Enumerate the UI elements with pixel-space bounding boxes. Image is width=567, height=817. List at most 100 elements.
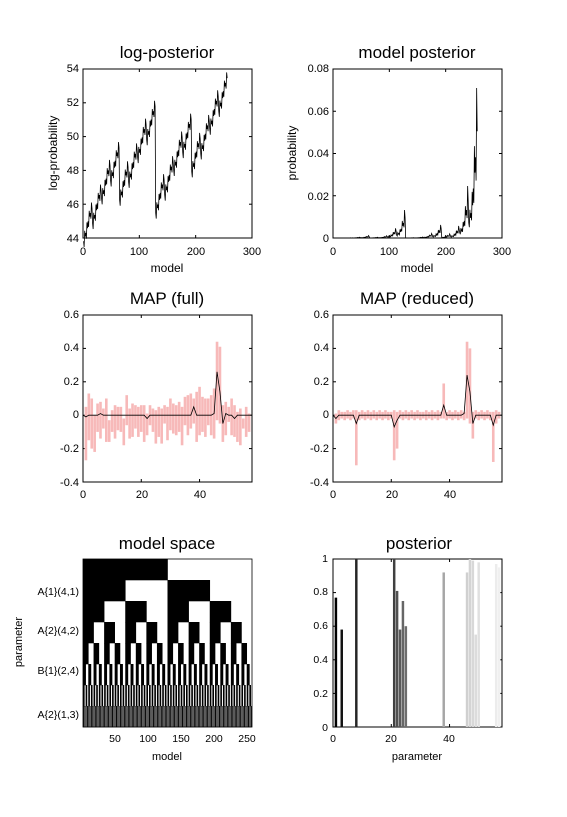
y-tick-label: 0 bbox=[323, 409, 329, 421]
heatmap-cell bbox=[94, 643, 100, 664]
y-tick-label: 44 bbox=[67, 233, 79, 245]
x-tick-label: 20 bbox=[385, 733, 397, 745]
heatmap-cell bbox=[83, 664, 86, 685]
heatmap-cell bbox=[83, 643, 89, 664]
heatmap-cell bbox=[99, 706, 100, 727]
heatmap-cell bbox=[219, 706, 220, 727]
ci-bar bbox=[93, 415, 96, 452]
heatmap-cell bbox=[120, 706, 121, 727]
heatmap-cell bbox=[152, 685, 154, 706]
axes-frame bbox=[83, 69, 252, 238]
heatmap-cell bbox=[127, 706, 128, 727]
posterior-bar bbox=[477, 562, 479, 727]
chart-title: model posterior bbox=[358, 43, 476, 62]
heatmap-cell bbox=[103, 706, 104, 727]
heatmap-cell bbox=[92, 706, 93, 727]
plot-area bbox=[333, 315, 502, 482]
heatmap-cell bbox=[236, 685, 238, 706]
chart-title: MAP (full) bbox=[130, 289, 204, 308]
heatmap-cell bbox=[142, 706, 143, 727]
heatmap-cell bbox=[231, 664, 234, 685]
heatmap-cell bbox=[175, 685, 177, 706]
heatmap-cell bbox=[239, 685, 241, 706]
ci-bar bbox=[166, 407, 169, 440]
panel-map-full: MAP (full) 0 20 40 -0.4 -0.2 0 0.2 0.4 0… bbox=[60, 289, 252, 501]
heatmap-cell bbox=[160, 685, 162, 706]
heatmap-cell bbox=[194, 685, 196, 706]
ci-bar bbox=[90, 399, 93, 449]
heatmap-cell bbox=[178, 706, 179, 727]
heatmap-cell bbox=[123, 685, 125, 706]
heatmap-cell bbox=[88, 664, 91, 685]
heatmap-cell bbox=[160, 706, 161, 727]
heatmap-cell bbox=[201, 706, 202, 727]
heatmap-cell bbox=[249, 706, 250, 727]
heatmap-cell bbox=[133, 685, 135, 706]
ci-bar bbox=[448, 410, 451, 418]
heatmap-cell bbox=[113, 706, 114, 727]
heatmap-cell bbox=[194, 664, 197, 685]
heatmap-cell bbox=[173, 685, 175, 706]
heatmap-cell bbox=[212, 706, 213, 727]
plot-area bbox=[333, 69, 502, 238]
ci-bar bbox=[204, 399, 207, 437]
heatmap-cell bbox=[190, 706, 191, 727]
heatmap-cell bbox=[150, 706, 151, 727]
ci-bar bbox=[163, 405, 166, 423]
heatmap-cell bbox=[107, 706, 108, 727]
ci-bar bbox=[343, 412, 346, 420]
heatmap-cell bbox=[112, 706, 113, 727]
ci-bar bbox=[242, 419, 245, 429]
y-tick-label: 0.6 bbox=[64, 309, 79, 321]
heatmap-cell bbox=[178, 664, 181, 685]
heatmap-cell bbox=[115, 685, 117, 706]
ci-bar bbox=[134, 405, 137, 428]
posterior-bar bbox=[472, 561, 474, 727]
heatmap-cell bbox=[152, 706, 153, 727]
heatmap-cell bbox=[195, 706, 196, 727]
heatmap-cell bbox=[121, 706, 122, 727]
ci-bar bbox=[181, 407, 184, 445]
axes-frame bbox=[83, 315, 252, 482]
heatmap-cell bbox=[87, 706, 88, 727]
heatmap-cell bbox=[84, 706, 85, 727]
series-line-log-posterior bbox=[84, 72, 228, 247]
heatmap-cell bbox=[247, 706, 248, 727]
heatmap-cell bbox=[202, 706, 203, 727]
x-axis-label: model bbox=[152, 751, 182, 763]
heatmap-cell bbox=[96, 685, 98, 706]
ci-bar bbox=[99, 402, 102, 439]
y-tick-label: 54 bbox=[67, 63, 79, 75]
x-axis-label: parameter bbox=[392, 751, 442, 763]
ci-bar bbox=[152, 409, 155, 432]
heatmap-cell bbox=[125, 601, 146, 622]
x-tick-label: 100 bbox=[139, 733, 157, 745]
heatmap-cell bbox=[83, 601, 104, 622]
posterior-bar bbox=[469, 559, 471, 727]
heatmap-cell bbox=[211, 706, 212, 727]
heatmap-cell bbox=[210, 664, 213, 685]
ci-bar bbox=[198, 387, 201, 435]
posterior-bar bbox=[393, 559, 395, 727]
heatmap-cell bbox=[231, 685, 233, 706]
heatmap-cell bbox=[231, 622, 242, 643]
heatmap-cell bbox=[241, 643, 247, 664]
heatmap-cell bbox=[136, 664, 139, 685]
ci-bar bbox=[375, 412, 378, 420]
chart-title: MAP (reduced) bbox=[360, 289, 474, 308]
posterior-bar bbox=[405, 626, 407, 727]
heatmap-cell bbox=[125, 664, 128, 685]
posterior-bar bbox=[341, 630, 343, 727]
x-tick-label: 200 bbox=[205, 733, 223, 745]
heatmap-cell bbox=[237, 706, 238, 727]
chart-title: model space bbox=[119, 534, 215, 553]
heatmap-cell bbox=[91, 685, 93, 706]
heatmap-cell bbox=[109, 685, 111, 706]
heatmap-cell bbox=[165, 706, 166, 727]
heatmap-cell bbox=[170, 706, 171, 727]
ci-bar bbox=[442, 383, 445, 418]
posterior-bar bbox=[442, 572, 444, 727]
ci-bar bbox=[201, 397, 204, 432]
heatmap-cell bbox=[193, 706, 194, 727]
x-tick-label: 100 bbox=[380, 246, 398, 258]
